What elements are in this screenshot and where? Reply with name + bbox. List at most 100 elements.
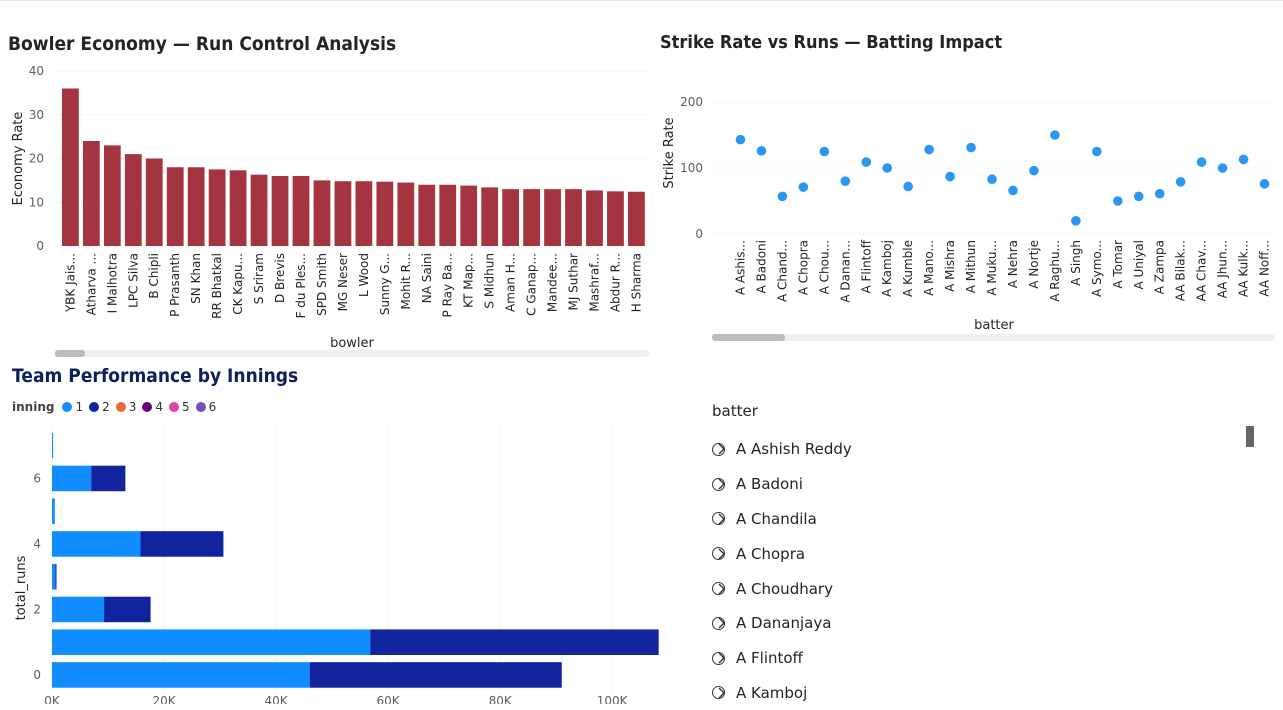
data-point[interactable] <box>1092 146 1102 157</box>
data-point[interactable] <box>1071 216 1081 226</box>
data-point[interactable] <box>1217 163 1228 173</box>
bar-segment[interactable] <box>52 432 54 459</box>
data-point[interactable] <box>966 142 976 153</box>
slicer-item[interactable]: A Badoni <box>712 467 1252 502</box>
chevron-right-icon[interactable] <box>716 617 728 629</box>
bar[interactable] <box>313 180 331 246</box>
data-point[interactable] <box>882 163 893 173</box>
data-point[interactable] <box>903 181 913 192</box>
data-point[interactable] <box>1008 185 1018 196</box>
team-performance-chart[interactable]: 0K 20K 40K 60K 80K 100K 6 4 2 0 total_runs <box>0 395 665 704</box>
bar[interactable] <box>187 167 205 246</box>
data-point[interactable] <box>1133 191 1144 202</box>
scrollbar-track[interactable] <box>55 350 649 357</box>
data-point[interactable] <box>987 174 997 185</box>
legend-item[interactable]: 5 <box>169 400 190 414</box>
bar-segment[interactable] <box>52 498 55 524</box>
bowler-economy-chart[interactable]: 0 10 20 30 40 YBK Jais... Atharva ... I Malhotr… <box>0 58 655 363</box>
chevron-right-icon[interactable] <box>716 478 728 490</box>
data-point[interactable] <box>1238 154 1249 165</box>
data-point[interactable] <box>924 144 934 155</box>
bar-segment[interactable] <box>104 596 151 623</box>
data-point[interactable] <box>777 191 788 202</box>
bar-segment[interactable] <box>52 563 56 590</box>
bar-segment[interactable] <box>140 531 224 557</box>
bar-segment[interactable] <box>55 563 57 590</box>
legend-item[interactable]: 4 <box>142 400 163 414</box>
data-point[interactable] <box>945 171 955 182</box>
data-point[interactable] <box>1050 130 1060 140</box>
data-point[interactable] <box>1259 179 1270 189</box>
legend-item[interactable]: 1 <box>62 400 83 414</box>
data-point[interactable] <box>840 176 851 186</box>
bar[interactable] <box>523 189 540 246</box>
data-point[interactable] <box>861 157 872 167</box>
bar[interactable] <box>460 185 478 246</box>
scrollbar-thumb[interactable] <box>55 350 85 357</box>
bar[interactable] <box>376 181 394 246</box>
chevron-right-icon[interactable] <box>716 443 728 455</box>
data-point[interactable] <box>735 134 746 145</box>
bar-segment[interactable] <box>370 629 659 655</box>
bar[interactable] <box>607 191 624 246</box>
data-point[interactable] <box>756 146 767 156</box>
chevron-right-icon[interactable] <box>716 583 728 595</box>
bar-segment[interactable] <box>52 629 371 655</box>
bar-segment[interactable] <box>52 531 141 557</box>
bar-segment[interactable] <box>52 465 92 492</box>
bar[interactable] <box>103 145 121 246</box>
bar[interactable] <box>544 189 561 246</box>
data-point[interactable] <box>819 146 830 157</box>
data-point[interactable] <box>1175 177 1186 187</box>
bar[interactable] <box>586 190 603 246</box>
bar[interactable] <box>229 170 247 246</box>
slicer-item[interactable]: A Ashish Reddy <box>712 432 1252 467</box>
chevron-right-icon[interactable] <box>716 652 728 664</box>
chevron-right-icon[interactable] <box>716 548 728 560</box>
chevron-right-icon[interactable] <box>716 513 728 525</box>
slicer-item[interactable]: A Kamboj <box>712 676 1252 710</box>
bar[interactable] <box>334 181 352 246</box>
bar[interactable] <box>124 154 142 246</box>
x-tick-label: NA Saini <box>420 253 434 303</box>
scrollbar-track[interactable] <box>712 334 1275 341</box>
bar[interactable] <box>145 158 163 247</box>
bar[interactable] <box>628 191 645 246</box>
slicer-item[interactable]: A Chopra <box>712 536 1252 571</box>
bar[interactable] <box>397 182 415 246</box>
bar-segment[interactable] <box>52 596 105 623</box>
slicer-item[interactable]: A Flintoff <box>712 641 1252 676</box>
bar[interactable] <box>62 88 79 247</box>
bar[interactable] <box>250 174 268 246</box>
bar-segment[interactable] <box>309 662 562 688</box>
data-point[interactable] <box>1154 188 1165 199</box>
bar[interactable] <box>271 176 289 246</box>
slicer-item[interactable]: A Choudhary <box>712 571 1252 606</box>
data-point[interactable] <box>1029 165 1039 176</box>
bar[interactable] <box>565 189 582 246</box>
bar[interactable] <box>166 167 184 246</box>
scrollbar-thumb[interactable] <box>712 334 785 341</box>
slicer-item[interactable]: A Chandila <box>712 502 1252 537</box>
slicer-item[interactable]: A Dananjaya <box>712 606 1252 641</box>
bar[interactable] <box>208 169 226 246</box>
slicer-scrollbar[interactable] <box>1246 426 1254 447</box>
x-tick-label: 0K <box>44 694 61 704</box>
bar[interactable] <box>292 176 310 246</box>
data-point[interactable] <box>1112 196 1123 206</box>
data-point[interactable] <box>798 182 809 192</box>
bar[interactable] <box>418 184 436 246</box>
bar[interactable] <box>502 189 520 246</box>
chevron-right-icon[interactable] <box>716 687 728 699</box>
data-point[interactable] <box>1196 157 1207 167</box>
legend-item[interactable]: 6 <box>195 400 216 414</box>
legend-item[interactable]: 2 <box>89 400 110 414</box>
bar[interactable] <box>355 181 373 246</box>
legend-item[interactable]: 3 <box>115 400 136 414</box>
bar[interactable] <box>439 184 457 246</box>
bar[interactable] <box>481 187 499 246</box>
bar-segment[interactable] <box>91 465 126 492</box>
strike-rate-chart[interactable]: 0 100 200 A Ashis... A Badoni A Chand... A Cho… <box>655 85 1280 350</box>
bar-segment[interactable] <box>52 662 310 688</box>
bar[interactable] <box>82 141 100 246</box>
